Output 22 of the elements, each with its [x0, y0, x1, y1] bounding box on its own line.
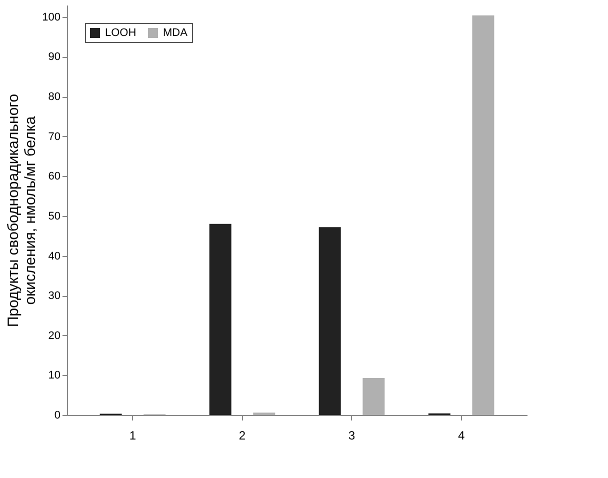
bar	[318, 227, 341, 415]
x-tick-label: 4	[458, 428, 465, 442]
x-tick-label: 1	[129, 428, 136, 442]
y-tick-label: 30	[48, 290, 60, 302]
bar	[472, 15, 494, 415]
y-tick-label: 80	[48, 91, 60, 104]
bar	[362, 378, 385, 415]
y-tick-label: 20	[48, 330, 60, 342]
y-tick-label: 0	[54, 410, 60, 422]
y-axis-title: Продукты свободнорадикального окисления, нмоль/мг белка	[5, 94, 40, 328]
bar	[209, 224, 232, 415]
y-tick-label: 10	[48, 370, 60, 382]
x-tick-label: 2	[238, 428, 246, 442]
x-tick-label: 3	[348, 428, 356, 442]
y-tick-label: 50	[48, 210, 60, 222]
y-tick-label: 70	[48, 130, 60, 143]
y-tick-label: 100	[42, 11, 60, 24]
y-tick-label: 60	[48, 170, 60, 183]
legend-label: MDA	[163, 27, 188, 39]
y-tick-label: 40	[48, 250, 60, 262]
y-tick-label: 90	[48, 51, 60, 64]
legend-label: LOOH	[105, 27, 136, 39]
